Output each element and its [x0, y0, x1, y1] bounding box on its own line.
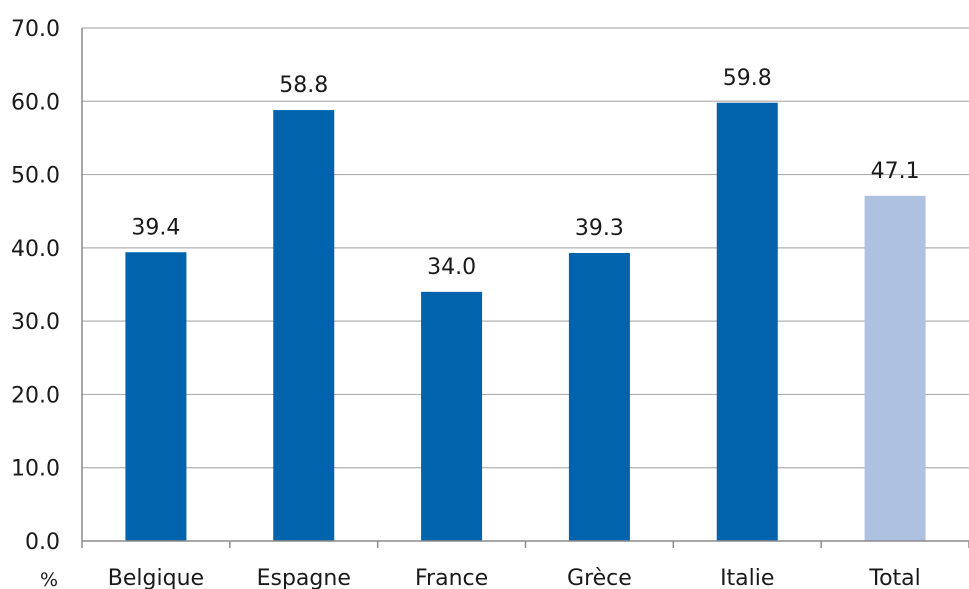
y-tick-label: 30.0: [11, 310, 60, 335]
bar-value-label: 39.3: [575, 216, 624, 241]
bar-value-label: 59.8: [723, 66, 772, 91]
axes: [81, 28, 969, 548]
x-tick-label: France: [415, 566, 488, 589]
x-tick-label: Grèce: [567, 566, 632, 589]
bar-total: [864, 195, 926, 541]
gridlines: [82, 27, 969, 469]
y-tick-labels: 0.0 10.0 20.0 30.0 40.0 50.0 60.0 70.0: [11, 17, 60, 555]
bar-italie: [716, 102, 778, 541]
y-tick-label: 60.0: [11, 90, 60, 115]
y-tick-label: 40.0: [11, 237, 60, 262]
y-tick-label: 70.0: [11, 17, 60, 42]
bar-espagne: [273, 110, 335, 541]
x-tick-labels: Belgique Espagne France Grèce Italie Total: [108, 566, 921, 589]
bar-france: [421, 291, 483, 541]
bar-gr-ce: [568, 252, 630, 542]
bar-value-label: 34.0: [427, 255, 476, 280]
y-tick-label: 0.0: [25, 530, 60, 555]
x-tick-label: Total: [868, 566, 920, 589]
x-tick-label: Belgique: [108, 566, 204, 589]
bar-value-label: 39.4: [131, 215, 180, 240]
x-tick-label: Italie: [720, 566, 774, 589]
bar-value-label: 58.8: [279, 73, 328, 98]
y-tick-label: 10.0: [11, 457, 60, 482]
y-tick-label: 50.0: [11, 164, 60, 189]
unit-label: %: [40, 569, 58, 589]
bar-belgique: [125, 252, 187, 542]
x-tick-label: Espagne: [257, 566, 351, 589]
bars: [125, 102, 926, 542]
value-labels: 39.4 58.8 34.0 39.3 59.8 47.1: [131, 66, 919, 280]
y-tick-label: 20.0: [11, 383, 60, 408]
bar-value-label: 47.1: [871, 159, 920, 184]
